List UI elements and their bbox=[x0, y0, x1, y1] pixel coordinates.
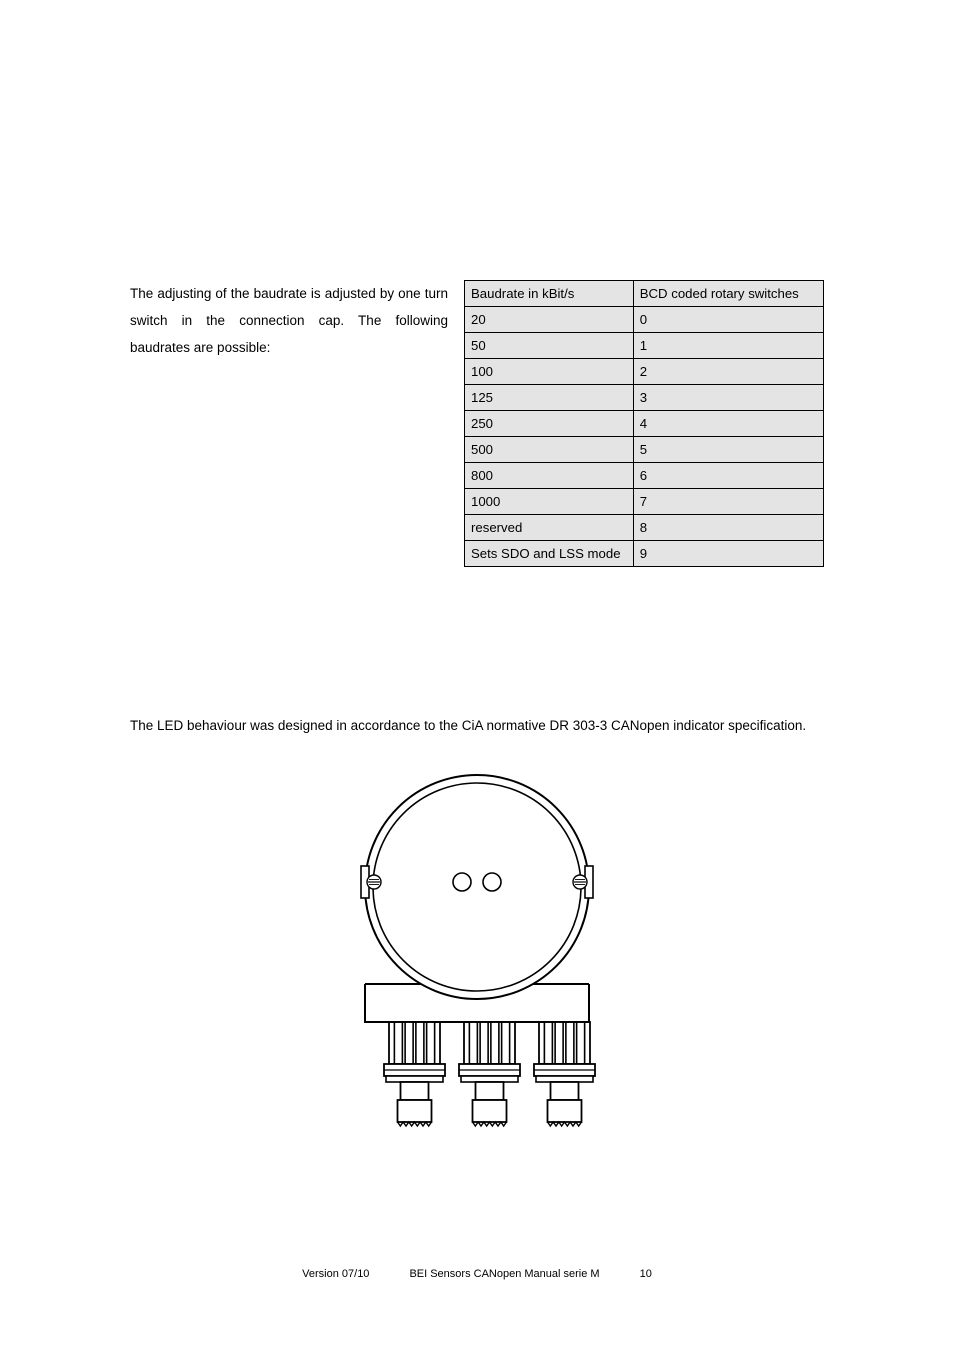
table-row: 5005 bbox=[465, 437, 824, 463]
table-cell: 0 bbox=[633, 307, 823, 333]
encoder-diagram bbox=[342, 769, 612, 1169]
table-row: 8006 bbox=[465, 463, 824, 489]
table-row: 10007 bbox=[465, 489, 824, 515]
table-cell: 5 bbox=[633, 437, 823, 463]
table-cell: 1 bbox=[633, 333, 823, 359]
table-cell: 20 bbox=[465, 307, 634, 333]
table-cell: 3 bbox=[633, 385, 823, 411]
table-cell: 8 bbox=[633, 515, 823, 541]
table-row: Baudrate in kBit/s BCD coded rotary swit… bbox=[465, 281, 824, 307]
table-cell: 9 bbox=[633, 541, 823, 567]
footer-page: 10 bbox=[640, 1268, 652, 1280]
table-row: 200 bbox=[465, 307, 824, 333]
table-row: 2504 bbox=[465, 411, 824, 437]
table-row: 1253 bbox=[465, 385, 824, 411]
table-header-baudrate: Baudrate in kBit/s bbox=[465, 281, 634, 307]
table-cell: 2 bbox=[633, 359, 823, 385]
table-cell: 1000 bbox=[465, 489, 634, 515]
table-cell: 800 bbox=[465, 463, 634, 489]
baudrate-table: Baudrate in kBit/s BCD coded rotary swit… bbox=[464, 280, 824, 567]
page-footer: Version 07/10 BEI Sensors CANopen Manual … bbox=[0, 1268, 954, 1280]
table-cell: Sets SDO and LSS mode bbox=[465, 541, 634, 567]
table-row: Sets SDO and LSS mode9 bbox=[465, 541, 824, 567]
table-header-switches: BCD coded rotary switches bbox=[633, 281, 823, 307]
table-cell: 125 bbox=[465, 385, 634, 411]
table-cell: 500 bbox=[465, 437, 634, 463]
table-row: reserved8 bbox=[465, 515, 824, 541]
table-cell: 6 bbox=[633, 463, 823, 489]
footer-version: Version 07/10 bbox=[302, 1268, 369, 1280]
table-row: 1002 bbox=[465, 359, 824, 385]
table-cell: 100 bbox=[465, 359, 634, 385]
table-row: 501 bbox=[465, 333, 824, 359]
table-cell: 250 bbox=[465, 411, 634, 437]
table-cell: 50 bbox=[465, 333, 634, 359]
table-cell: 7 bbox=[633, 489, 823, 515]
footer-title: BEI Sensors CANopen Manual serie M bbox=[409, 1268, 599, 1280]
intro-paragraph: The adjusting of the baudrate is adjuste… bbox=[130, 280, 448, 361]
led-paragraph: The LED behaviour was designed in accord… bbox=[130, 712, 824, 739]
table-cell: 4 bbox=[633, 411, 823, 437]
table-cell: reserved bbox=[465, 515, 634, 541]
